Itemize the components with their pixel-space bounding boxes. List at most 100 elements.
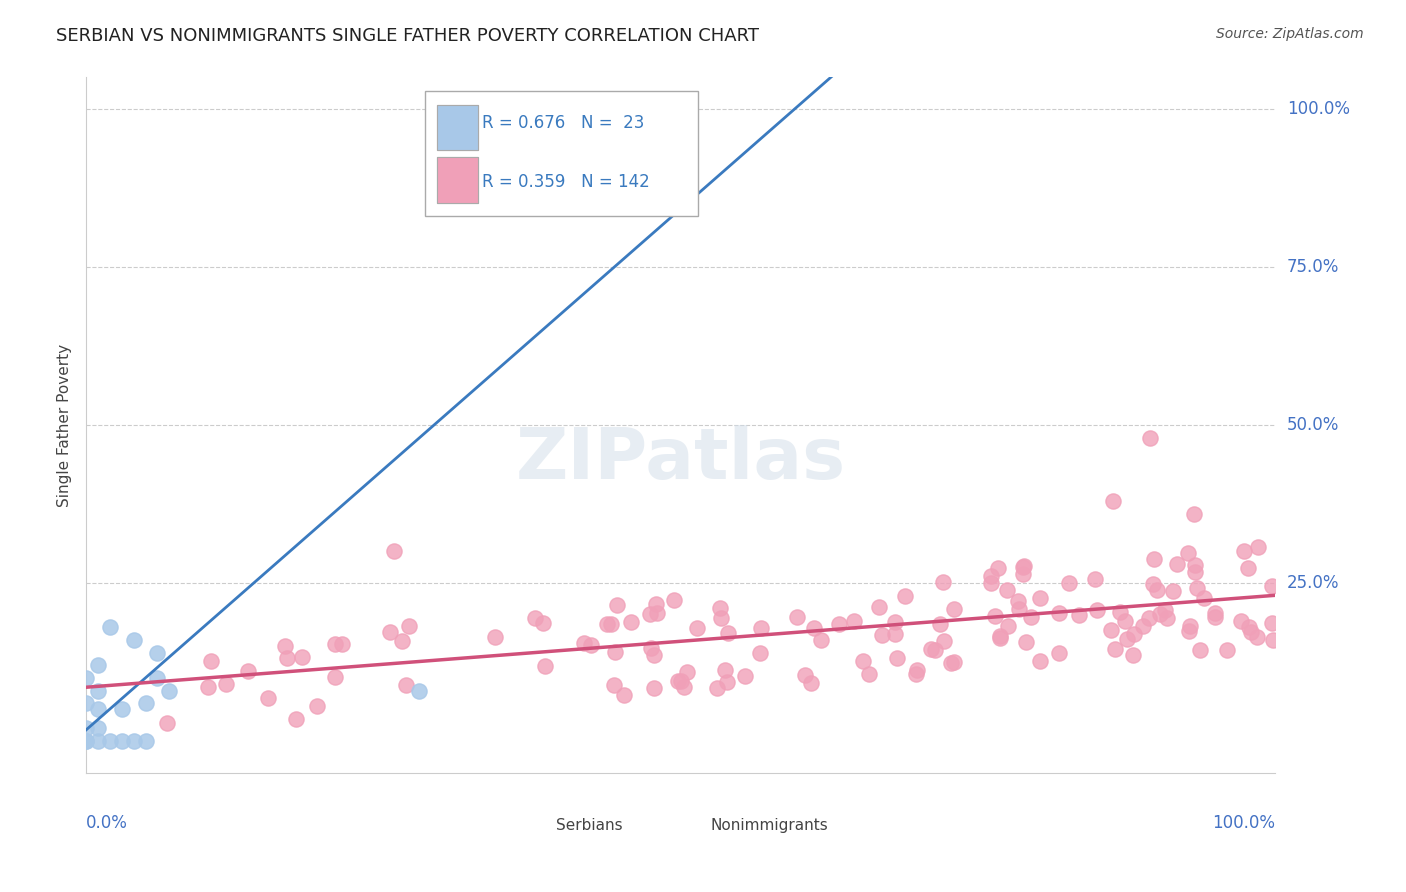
- Point: [794, 668, 817, 682]
- Point: [987, 560, 1010, 574]
- Point: [924, 642, 946, 657]
- Point: [666, 673, 689, 688]
- Text: Nonimmigrants: Nonimmigrants: [710, 818, 828, 833]
- Point: [613, 688, 636, 702]
- Point: [111, 702, 134, 716]
- Point: [1192, 591, 1215, 605]
- Point: [852, 654, 875, 668]
- Point: [1204, 606, 1226, 620]
- Point: [1178, 624, 1201, 639]
- Point: [1099, 623, 1122, 637]
- Point: [1029, 654, 1052, 668]
- Point: [146, 671, 169, 685]
- Point: [146, 646, 169, 660]
- Point: [748, 646, 770, 660]
- Point: [1246, 630, 1268, 644]
- Point: [932, 634, 955, 648]
- Point: [98, 734, 121, 748]
- Point: [640, 641, 662, 656]
- Point: [894, 589, 917, 603]
- Point: [1067, 608, 1090, 623]
- Point: [87, 702, 110, 716]
- Point: [87, 722, 110, 736]
- Point: [291, 649, 314, 664]
- Point: [75, 722, 97, 736]
- Point: [1007, 593, 1029, 607]
- Point: [664, 593, 686, 607]
- Text: 25.0%: 25.0%: [1286, 574, 1340, 592]
- Point: [932, 575, 955, 590]
- Point: [1161, 583, 1184, 598]
- Point: [87, 734, 110, 748]
- Point: [884, 627, 907, 641]
- Point: [997, 582, 1019, 597]
- Point: [997, 619, 1019, 633]
- Point: [398, 618, 420, 632]
- Point: [920, 642, 942, 657]
- Point: [257, 690, 280, 705]
- Point: [803, 621, 825, 635]
- Point: [111, 734, 134, 748]
- Point: [305, 698, 328, 713]
- Point: [408, 683, 430, 698]
- Point: [710, 611, 733, 625]
- FancyBboxPatch shape: [437, 157, 478, 202]
- Text: 0.0%: 0.0%: [86, 814, 128, 832]
- Point: [713, 663, 735, 677]
- Point: [800, 675, 823, 690]
- Point: [858, 666, 880, 681]
- Point: [1012, 559, 1035, 574]
- Point: [1178, 619, 1201, 633]
- Point: [669, 674, 692, 689]
- Point: [1261, 615, 1284, 630]
- Point: [378, 625, 401, 640]
- Point: [75, 671, 97, 685]
- Point: [1102, 494, 1125, 508]
- Point: [606, 598, 628, 612]
- Point: [1240, 624, 1263, 639]
- Point: [709, 601, 731, 615]
- Point: [1177, 546, 1199, 560]
- Point: [734, 669, 756, 683]
- Point: [134, 734, 156, 748]
- Point: [122, 632, 145, 647]
- Point: [1132, 619, 1154, 633]
- Point: [1184, 558, 1206, 573]
- Point: [842, 614, 865, 628]
- Point: [87, 683, 110, 698]
- Point: [197, 680, 219, 694]
- Point: [330, 638, 353, 652]
- Point: [988, 629, 1011, 643]
- Text: Serbians: Serbians: [555, 818, 623, 833]
- Point: [323, 637, 346, 651]
- Point: [883, 615, 905, 629]
- Point: [905, 663, 928, 677]
- Point: [1247, 540, 1270, 554]
- Point: [1149, 607, 1171, 621]
- Point: [323, 670, 346, 684]
- Point: [1156, 611, 1178, 625]
- Point: [1029, 591, 1052, 606]
- Point: [432, 153, 454, 167]
- Point: [391, 633, 413, 648]
- Point: [984, 609, 1007, 624]
- Point: [980, 576, 1002, 591]
- Point: [1047, 646, 1070, 660]
- Point: [1187, 582, 1209, 596]
- FancyBboxPatch shape: [437, 105, 478, 151]
- Point: [749, 621, 772, 635]
- Point: [828, 617, 851, 632]
- Point: [716, 675, 738, 690]
- Point: [942, 601, 965, 615]
- Point: [1146, 582, 1168, 597]
- Text: 50.0%: 50.0%: [1286, 416, 1339, 434]
- Text: 75.0%: 75.0%: [1286, 258, 1339, 276]
- Point: [200, 654, 222, 668]
- Text: SERBIAN VS NONIMMIGRANTS SINGLE FATHER POVERTY CORRELATION CHART: SERBIAN VS NONIMMIGRANTS SINGLE FATHER P…: [56, 27, 759, 45]
- Point: [643, 681, 665, 695]
- Point: [1139, 431, 1161, 445]
- Point: [1114, 614, 1136, 628]
- Point: [1059, 576, 1081, 591]
- Point: [1236, 560, 1258, 574]
- Y-axis label: Single Father Poverty: Single Father Poverty: [58, 343, 72, 507]
